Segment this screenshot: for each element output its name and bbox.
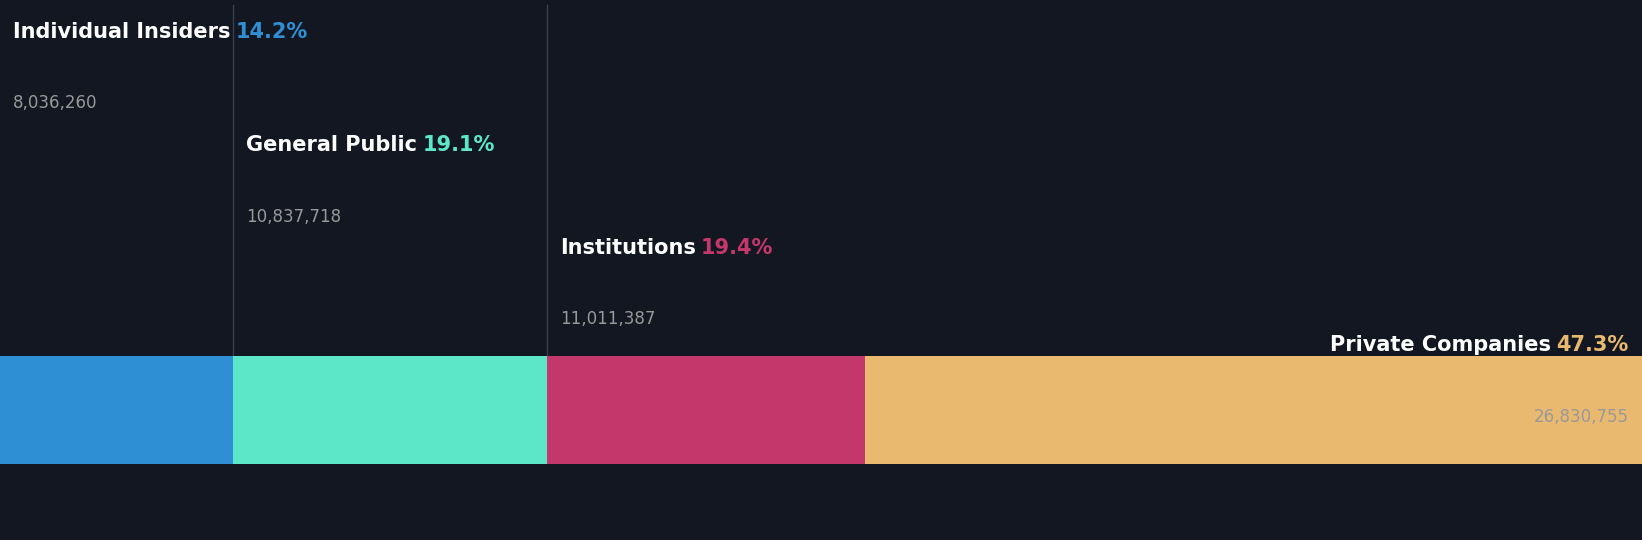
Text: 8,036,260: 8,036,260 — [13, 94, 97, 112]
Text: Private Companies: Private Companies — [1330, 335, 1552, 355]
Bar — [547, 356, 865, 464]
Text: 14.2%: 14.2% — [236, 22, 309, 42]
Bar — [865, 356, 1642, 464]
Text: 10,837,718: 10,837,718 — [246, 208, 342, 226]
Text: 19.4%: 19.4% — [701, 238, 773, 258]
Bar — [0, 356, 233, 464]
Text: Institutions: Institutions — [560, 238, 696, 258]
Bar — [233, 356, 547, 464]
Text: Individual Insiders: Individual Insiders — [13, 22, 230, 42]
Text: General Public: General Public — [246, 135, 417, 155]
Text: 19.1%: 19.1% — [422, 135, 494, 155]
Text: 26,830,755: 26,830,755 — [1534, 408, 1629, 426]
Text: 47.3%: 47.3% — [1557, 335, 1629, 355]
Text: 11,011,387: 11,011,387 — [560, 310, 655, 328]
